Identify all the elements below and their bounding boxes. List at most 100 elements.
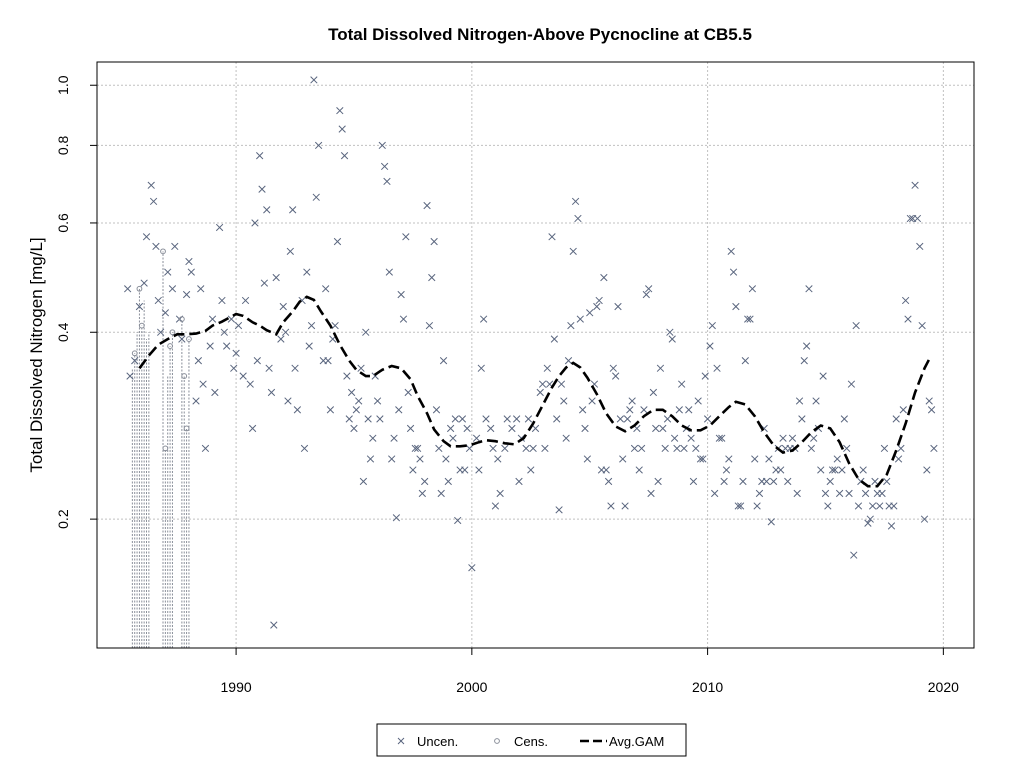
uncen-point bbox=[206, 342, 214, 350]
cens-point bbox=[186, 336, 192, 342]
uncen-point bbox=[619, 455, 627, 463]
uncen-point bbox=[819, 372, 827, 380]
uncen-point bbox=[248, 424, 257, 433]
uncen-point bbox=[300, 444, 309, 453]
uncen-point bbox=[696, 455, 705, 463]
x-tick-label: 2000 bbox=[456, 679, 487, 695]
uncen-point bbox=[442, 455, 450, 463]
legend-item-gam: Avg.GAM bbox=[580, 734, 664, 749]
uncen-point bbox=[293, 406, 302, 414]
uncen-point bbox=[140, 279, 148, 287]
uncen-point bbox=[458, 415, 467, 423]
uncen-point bbox=[626, 406, 634, 414]
uncen-point bbox=[345, 415, 353, 423]
uncen-point bbox=[147, 181, 155, 189]
uncen-point bbox=[802, 342, 811, 350]
legend: Uncen. Cens. Avg.GAM bbox=[376, 723, 687, 757]
x-axis: 1990 2000 2010 2020 bbox=[221, 648, 959, 695]
uncen-point bbox=[861, 489, 870, 498]
uncen-point bbox=[574, 214, 582, 223]
grid-layer bbox=[97, 62, 974, 648]
uncen-point bbox=[864, 519, 872, 527]
uncen-point bbox=[795, 397, 804, 405]
uncen-point bbox=[800, 357, 808, 365]
uncen-point bbox=[362, 328, 370, 336]
uncen-point bbox=[256, 152, 264, 160]
uncen-point bbox=[479, 315, 488, 323]
uncen-point bbox=[413, 444, 422, 453]
uncen-point bbox=[199, 380, 207, 388]
legend-label-uncen: Uncen. bbox=[417, 734, 458, 749]
uncen-point bbox=[277, 335, 285, 343]
uncen-point bbox=[878, 489, 886, 498]
uncen-point bbox=[687, 434, 695, 442]
uncen-point bbox=[357, 364, 365, 372]
uncen-point bbox=[541, 444, 549, 453]
uncen-point bbox=[583, 455, 592, 463]
uncen-point bbox=[425, 321, 434, 330]
legend-items: Uncen. Cens. Avg.GAM bbox=[397, 734, 664, 749]
uncen-point bbox=[609, 364, 617, 372]
uncen-point bbox=[722, 466, 731, 474]
uncen-point bbox=[402, 233, 410, 241]
cens-point bbox=[183, 425, 190, 432]
uncen-point bbox=[326, 406, 335, 414]
uncen-point bbox=[501, 444, 509, 453]
uncen-point bbox=[489, 444, 497, 453]
uncen-point bbox=[529, 444, 537, 453]
uncen-point bbox=[890, 502, 898, 510]
x-tick-label: 2020 bbox=[928, 679, 959, 695]
uncen-point bbox=[270, 621, 278, 629]
uncen-point bbox=[916, 242, 924, 251]
uncen-point bbox=[291, 364, 299, 372]
uncen-point bbox=[508, 424, 516, 433]
uncen-point bbox=[444, 477, 452, 486]
gam-curve bbox=[138, 295, 931, 488]
uncen-point bbox=[918, 321, 926, 330]
uncen-point bbox=[729, 268, 738, 276]
uncen-point bbox=[527, 466, 535, 474]
uncen-point bbox=[701, 372, 709, 380]
uncen-point bbox=[185, 257, 193, 266]
uncen-point bbox=[343, 372, 351, 380]
uncen-point bbox=[477, 364, 485, 372]
uncen-point bbox=[694, 397, 702, 405]
uncen-point bbox=[352, 406, 360, 414]
gam-curve-layer bbox=[138, 295, 931, 488]
uncen-point bbox=[465, 444, 474, 453]
uncen-point bbox=[850, 551, 858, 559]
uncen-point bbox=[670, 434, 679, 442]
uncen-point bbox=[847, 380, 856, 388]
uncen-point bbox=[925, 397, 933, 405]
uncen-point bbox=[241, 296, 250, 305]
uncen-point bbox=[211, 388, 219, 397]
uncen-point bbox=[718, 434, 726, 442]
uncen-point bbox=[223, 342, 231, 350]
uncen-point bbox=[614, 302, 622, 311]
chart-title: Total Dissolved Nitrogen-Above Pycnoclin… bbox=[328, 25, 752, 44]
uncen-point bbox=[894, 455, 903, 463]
uncen-point bbox=[604, 477, 613, 486]
uncen-point bbox=[793, 489, 801, 498]
uncen-point bbox=[322, 285, 330, 293]
uncen-point bbox=[744, 315, 752, 323]
uncen-point bbox=[769, 477, 778, 486]
uncen-point bbox=[628, 397, 636, 405]
uncen-point bbox=[843, 444, 851, 453]
uncen-point bbox=[637, 444, 646, 453]
uncen-point bbox=[246, 380, 254, 388]
uncen-point bbox=[725, 455, 733, 463]
uncen-point bbox=[149, 197, 158, 206]
uncen-point bbox=[524, 415, 533, 423]
uncen-point bbox=[281, 328, 290, 336]
cens-point bbox=[181, 373, 188, 379]
uncen-point bbox=[314, 141, 323, 150]
uncen-point bbox=[824, 502, 832, 510]
uncen-point bbox=[699, 455, 707, 463]
uncen-point bbox=[220, 328, 228, 336]
uncen-point bbox=[305, 342, 313, 350]
uncen-point bbox=[227, 315, 236, 323]
uncen-point bbox=[385, 268, 393, 276]
uncen-point bbox=[807, 444, 815, 453]
uncen-point bbox=[798, 415, 806, 423]
